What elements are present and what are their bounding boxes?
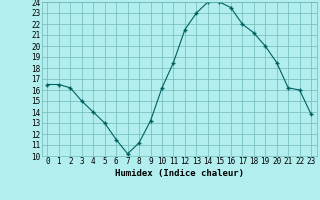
X-axis label: Humidex (Indice chaleur): Humidex (Indice chaleur) — [115, 169, 244, 178]
